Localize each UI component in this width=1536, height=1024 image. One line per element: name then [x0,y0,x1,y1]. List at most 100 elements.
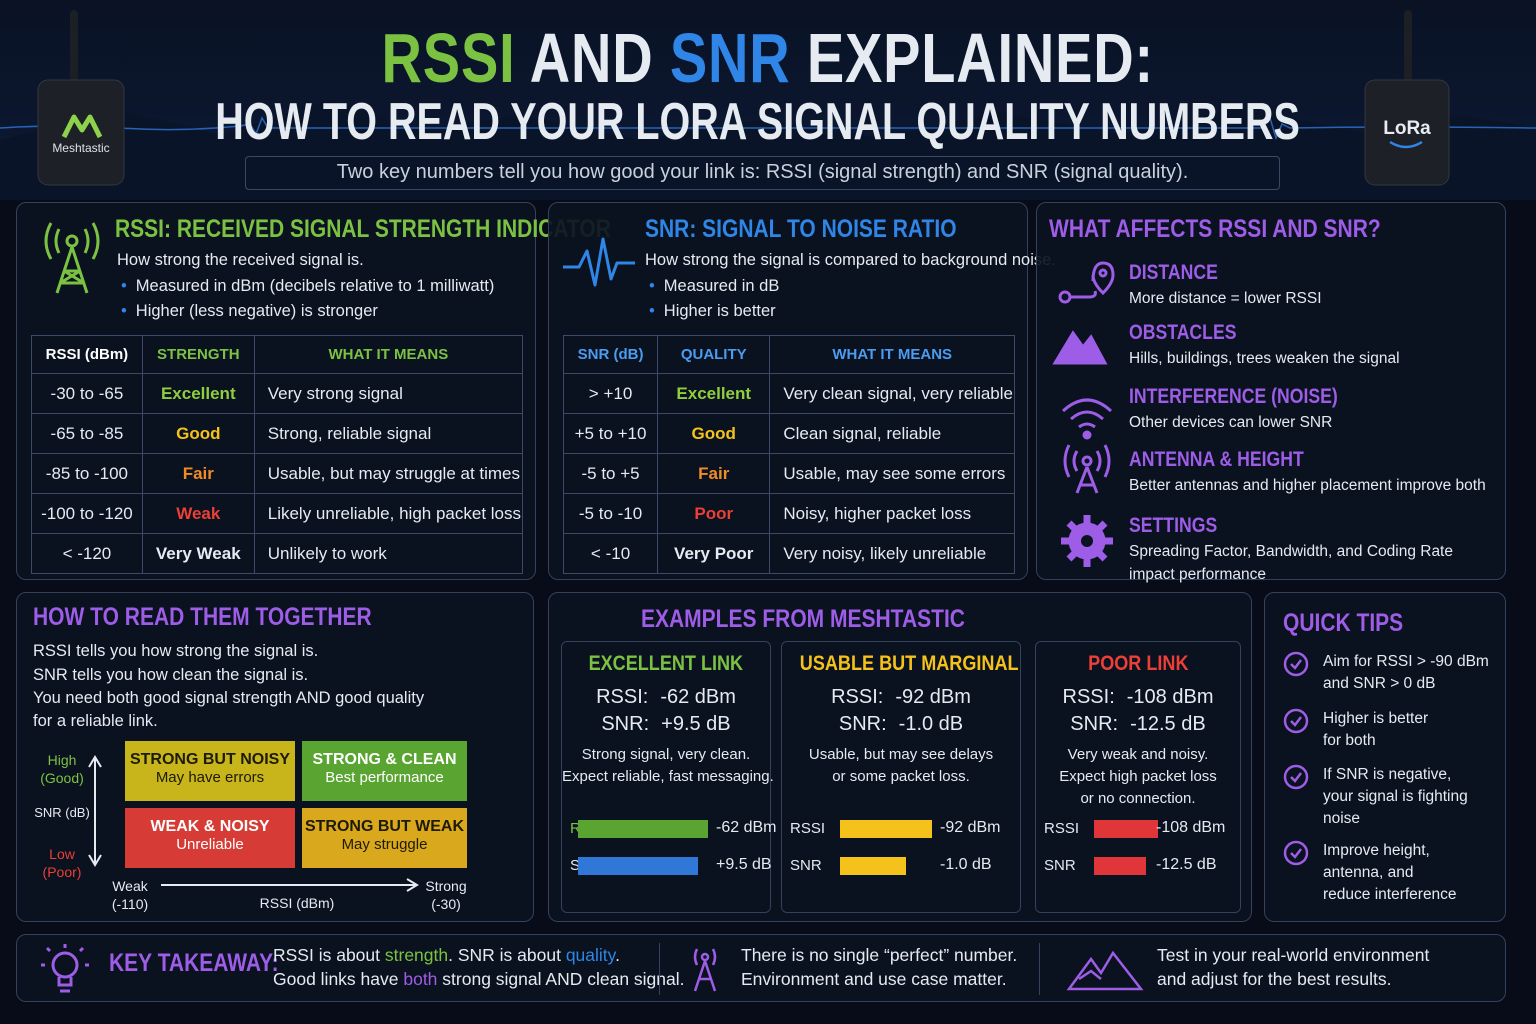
axes [88,755,419,892]
subtitle: HOW TO READ YOUR LORA SIGNAL QUALITY NUM… [0,92,1516,152]
card-description: Usable, but may see delays [808,746,994,763]
element [1082,430,1092,440]
reading-value: -12.5 dB [1130,713,1206,735]
table-row: -65 to -85 Good Strong, reliable signal [31,413,524,454]
table-cell: > +10 [562,373,659,414]
takeaway-part: both [403,969,438,989]
panel-title: SNR: SIGNAL TO NOISE RATIO [645,215,957,243]
takeaway-part: Good links have [273,969,404,989]
quadrant-title: STRONG BUT NOISY [129,751,290,768]
axis-text: Weak [112,878,148,894]
lines: RSSI tells you how strong the signal is.… [33,639,318,687]
element [1039,943,1040,995]
element: EXPLAINED: [807,19,1155,97]
affect-text: Spreading Factor, Bandwidth, and Coding … [1129,543,1453,560]
check-icon [1283,764,1309,790]
line: RSSI tells you how strong the signal is. [33,642,319,660]
affect-title-text: ANTENNA & HEIGHT [1129,448,1304,471]
affect-text: Better antennas and higher placement imp… [1129,477,1486,494]
reading-label: SNR: [838,713,887,735]
axis-text: (-110) [111,896,149,912]
element: WHAT AFFECTS RSSI AND SNR? [1049,215,1444,244]
table-cell: Weak [141,493,255,534]
affect-title-text: DISTANCE [1129,261,1218,284]
table-cell: Likely unreliable, high packet loss [253,493,524,534]
table-cell: Usable, but may struggle at times [253,453,524,494]
element [88,755,102,867]
affect-item: ANTENNA & HEIGHT Better antennas and high… [1129,448,1486,497]
affect-title-text: SETTINGS [1129,514,1218,537]
element [0,100,1536,200]
takeaway-part: strong signal AND clean signal. [437,969,685,989]
takeaway-label: KEY TAKEAWAY: [109,949,279,977]
table-row: -85 to -100 Fair Usable, but may struggle … [31,453,524,494]
element [41,944,89,993]
takeaway-part: RSSI is about [273,945,385,965]
example-card: POOR LINK RSSI: -108 dBm SNR: -12.5 dB Very w… [1035,641,1241,913]
panel-title: RSSI: RECEIVED SIGNAL STRENGTH INDICATOR [115,215,611,243]
element [1290,659,1302,670]
table-cell: Very Poor [657,533,771,574]
bar [1094,857,1146,875]
element [1098,268,1108,278]
element: HOW TO READ THEM TOGETHER [33,603,436,632]
element [70,10,78,82]
reading: RSSI: -62 dBm [562,686,770,709]
element [65,234,79,248]
reading-value: -108 dBm [1126,686,1214,708]
table-row: +5 to +10 Good Clean signal, reliable [562,413,1015,454]
reading-value: -1.0 dB [898,713,964,735]
quadrant-text: May have errors [155,769,265,786]
panel-title: QUICK TIPS [1283,609,1404,637]
bar-label: SNR [1044,857,1076,874]
quadrant: WEAK & NOISY Unreliable [125,808,295,868]
device-label: Meshtastic [52,141,110,155]
element [1283,840,1309,866]
snr-table: SNR (dB) QUALITY WHAT IT MEANS > +10 Excelle… [562,335,1015,574]
card-description: Strong signal, very clean. [581,746,751,763]
affects-panel: WHAT AFFECTS RSSI AND SNR? DISTANCE More … [1036,202,1506,583]
table-cell: Noisy, higher packet loss [769,493,1015,534]
table-cell: Usable, may see some errors [769,453,1015,494]
tips-panel: QUICK TIPS Aim for RSSI > -90 dBm and SNR… [1264,592,1506,922]
bar-value: -12.5 dB [1156,856,1217,873]
takeaway-part: quality [565,945,616,965]
table-row: > +10 Excellent Very clean signal, very re… [562,373,1015,414]
header-row: RSSI (dBm) STRENGTH WHAT IT MEANS [31,335,524,374]
bulb-icon [41,944,89,993]
note-line: Environment and use case matter. [741,969,1007,989]
example-card: USABLE BUT MARGINAL RSSI: -92 dBm SNR: -1.0 … [781,641,1021,913]
element [1063,444,1111,494]
affect-title-text: OBSTACLES [1129,321,1237,344]
element [1364,10,1450,186]
element [1091,261,1115,296]
affect-title-text: INTERFERENCE (NOISE) [1129,385,1338,408]
element: SNR: SIGNAL TO NOISE RATIO [645,215,1016,244]
element: QUICK TIPS [1283,609,1426,638]
element: Good links have both strong signal AND c… [273,967,685,991]
together-panel: HOW TO READ THEM TOGETHER RSSI tells you… [16,592,534,922]
element [41,944,89,993]
table-cell: Very clean signal, very reliable [769,373,1015,414]
element [700,952,710,962]
affect-item: INTERFERENCE (NOISE) Other devices can lo… [1129,385,1378,434]
reading: SNR: -1.0 dB [782,713,1020,736]
table-cell: < -120 [31,533,143,574]
y-label: SNR (dB) [34,805,90,820]
bar [578,820,708,838]
element [1081,455,1093,467]
table-cell: Very Weak [141,533,255,574]
affect-item: DISTANCE More distance = lower RSSI [1129,261,1322,310]
table-cell: Fair [657,453,771,494]
card-title-text: POOR LINK [1087,652,1189,675]
bar-label: RSSI [790,820,826,837]
table-cell: Poor [657,493,771,534]
bar-value: -1.0 dB [940,856,992,873]
element [1283,708,1309,734]
element [1404,10,1412,82]
examples-panel: EXAMPLES FROM MESHTASTIC EXCELLENT LINK R… [548,592,1252,922]
element [659,943,660,995]
table-row: -100 to -120 Weak Likely unreliable, high … [31,493,524,534]
check-icon [1283,651,1309,677]
header-row: SNR (dB) QUALITY WHAT IT MEANS [562,335,1015,374]
